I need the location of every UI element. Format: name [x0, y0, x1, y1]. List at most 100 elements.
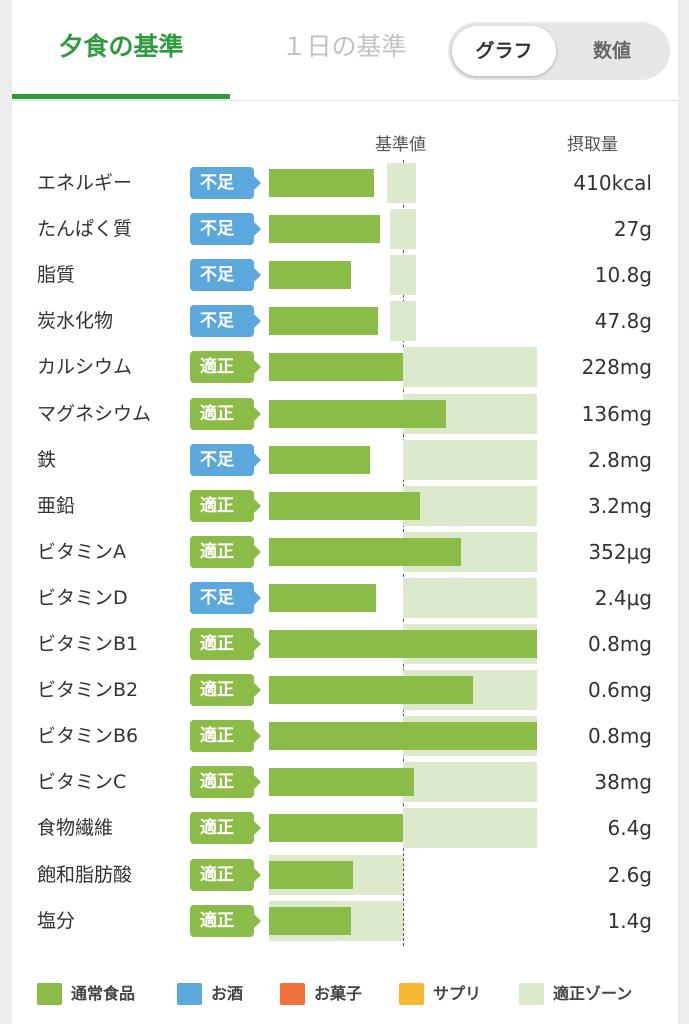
status-badge: 適正: [190, 489, 261, 522]
legend-label: 通常食品: [71, 984, 136, 1003]
nutrient-name: ビタミンD: [37, 586, 128, 609]
tab-dinner-standard[interactable]: 夕食の基準: [58, 32, 184, 61]
intake-bar: [269, 676, 473, 705]
appropriate-zone: [403, 808, 537, 849]
nutrient-name: たんぱく質: [37, 218, 133, 241]
status-badge: 適正: [190, 397, 261, 430]
intake-bar: [269, 491, 421, 520]
intake-bar: [269, 399, 446, 428]
legend-label: 適正ゾーン: [553, 984, 633, 1003]
appropriate-zone: [403, 577, 537, 618]
nutrition-card: 夕食の基準 １日の基準 グラフ 数値 基準値 摂取量 エネルギー 不足 410kca…: [12, 0, 678, 1024]
appropriate-zone: [386, 163, 417, 203]
view-toggle: グラフ 数値: [448, 22, 670, 80]
nutrient-name: 脂質: [37, 264, 76, 287]
status-badge: 適正: [190, 720, 261, 753]
legend-label: お菓子: [314, 984, 363, 1003]
status-badge: 適正: [190, 904, 261, 937]
appropriate-zone: [403, 439, 537, 480]
nutrient-row: 飽和脂肪酸 適正 2.6g: [12, 852, 678, 898]
status-badge: 不足: [190, 167, 261, 199]
nutrient-name: マグネシウム: [37, 402, 152, 425]
nutrient-row: ビタミンC 適正 38mg: [12, 759, 678, 805]
nutrient-name: エネルギー: [37, 172, 133, 194]
intake-bar: [269, 860, 354, 889]
status-badge: 適正: [190, 812, 261, 845]
nutrient-name: 食物繊維: [37, 817, 114, 840]
legend-swatch: [177, 983, 202, 1005]
intake-amount: 47.8g: [594, 309, 652, 334]
status-badge: 適正: [190, 628, 261, 660]
nutrient-row: 鉄 不足 2.8mg: [12, 437, 678, 483]
status-badge: 適正: [190, 858, 261, 891]
intake-amount: 1.4g: [607, 908, 652, 933]
nutrient-name: カルシウム: [37, 356, 133, 379]
nutrient-name: ビタミンB1: [37, 633, 139, 655]
status-badge: 不足: [190, 305, 261, 338]
nutrient-name: ビタミンC: [37, 771, 127, 794]
intake-amount: 136mg: [581, 401, 652, 426]
tab-bar: 夕食の基準 １日の基準 グラフ 数値: [12, 0, 678, 101]
legend-swatch: [399, 983, 424, 1005]
reference-value-header: 基準値: [375, 135, 426, 155]
nutrient-row: たんぱく質 不足 27g: [12, 206, 678, 252]
legend-swatch: [37, 983, 62, 1005]
intake-bar: [269, 537, 461, 566]
status-badge: 適正: [190, 535, 261, 568]
intake-amount: 2.6g: [607, 862, 652, 887]
nutrient-name: ビタミンA: [37, 540, 126, 563]
intake-bar: [269, 768, 414, 797]
legend-label: お酒: [211, 984, 244, 1003]
nutrient-name: ビタミンB6: [37, 725, 139, 748]
active-tab-indicator: [12, 94, 230, 99]
status-badge: 不足: [190, 581, 261, 614]
intake-bar: [269, 169, 374, 197]
nutrient-row: ビタミンB2 適正 0.6mg: [12, 667, 678, 713]
legend-swatch: [519, 983, 544, 1005]
appropriate-zone: [403, 347, 537, 388]
legend-label: サプリ: [433, 984, 482, 1003]
legend-swatch: [280, 983, 305, 1005]
appropriate-zone: [389, 255, 417, 296]
status-badge: 不足: [190, 259, 261, 292]
nutrient-chart: エネルギー 不足 410kcal たんぱく質 不足 27g 脂質 不足 10.8g 炭水化物 不足 4…: [12, 160, 678, 950]
intake-bar: [269, 445, 370, 474]
intake-bar: [269, 261, 351, 290]
legend: 通常食品 お酒 お菓子 サプリ 適正ゾーン: [12, 980, 678, 1010]
intake-bar: [269, 722, 537, 751]
nutrient-name: 塩分: [37, 909, 76, 932]
intake-amount: 38mg: [594, 770, 652, 795]
graph-view-button[interactable]: グラフ: [452, 26, 556, 76]
status-badge: 不足: [190, 443, 261, 476]
intake-amount: 0.8mg: [588, 724, 652, 749]
nutrient-name: 炭水化物: [37, 310, 114, 333]
intake-amount: 410kcal: [573, 171, 652, 195]
nutrient-name: ビタミンB2: [37, 679, 139, 702]
appropriate-zone: [389, 209, 417, 250]
intake-amount: 352μg: [588, 539, 652, 564]
nutrient-row: 脂質 不足 10.8g: [12, 252, 678, 298]
nutrient-row: 塩分 適正 1.4g: [12, 898, 678, 944]
intake-amount: 10.8g: [594, 263, 652, 288]
nutrient-row: エネルギー 不足 410kcal: [12, 160, 678, 206]
intake-amount: 2.8mg: [588, 447, 652, 472]
intake-amount: 228mg: [581, 355, 652, 380]
intake-header: 摂取量: [567, 135, 618, 155]
intake-amount: 0.8mg: [588, 632, 652, 656]
status-badge: 適正: [190, 766, 261, 799]
intake-bar: [269, 307, 378, 336]
nutrient-row: 亜鉛 適正 3.2mg: [12, 483, 678, 529]
intake-amount: 3.2mg: [588, 493, 652, 518]
intake-amount: 2.4μg: [594, 585, 652, 610]
nutrient-name: 鉄: [37, 448, 57, 471]
tab-daily-standard[interactable]: １日の基準: [281, 32, 407, 61]
nutrient-row: ビタミンD 不足 2.4μg: [12, 575, 678, 621]
intake-bar: [269, 583, 377, 612]
number-view-button[interactable]: 数値: [592, 40, 631, 62]
intake-bar: [269, 814, 403, 843]
appropriate-zone: [403, 485, 537, 526]
nutrient-row: 食物繊維 適正 6.4g: [12, 805, 678, 851]
intake-bar: [269, 353, 403, 382]
appropriate-zone: [389, 301, 417, 342]
status-badge: 適正: [190, 351, 261, 384]
